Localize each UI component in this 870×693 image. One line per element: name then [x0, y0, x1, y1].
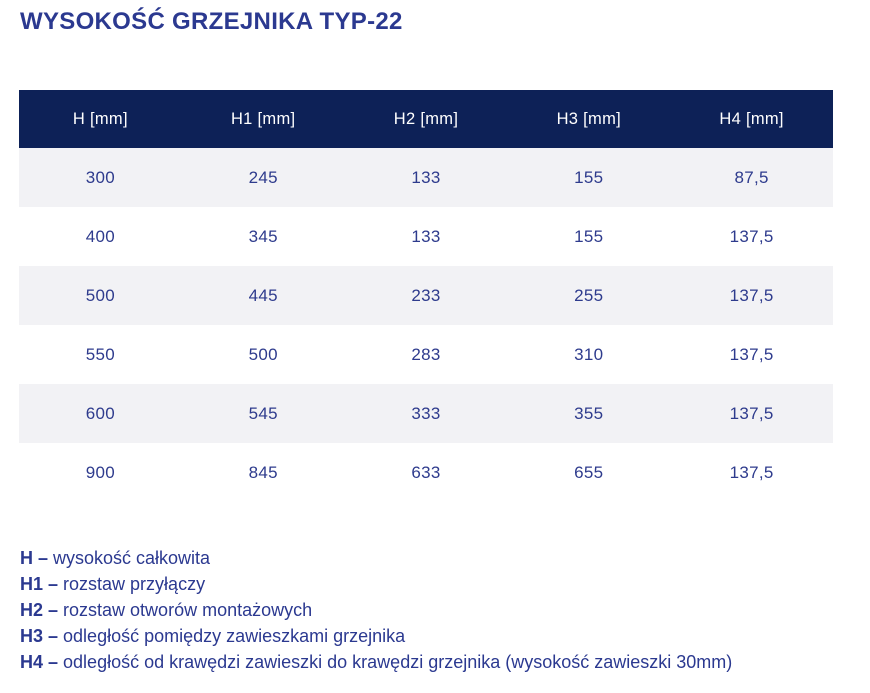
- table-row: 900 845 633 655 137,5: [19, 443, 833, 502]
- table-cell: 137,5: [670, 443, 833, 502]
- table-cell: 845: [181, 443, 345, 502]
- legend-description: rozstaw otworów montażowych: [63, 600, 313, 620]
- table-row: 600 545 333 355 137,5: [19, 384, 833, 443]
- table-cell: 137,5: [670, 384, 833, 443]
- table-cell: 310: [507, 325, 671, 384]
- table-row: 550 500 283 310 137,5: [19, 325, 833, 384]
- table-cell: 283: [344, 325, 508, 384]
- table-cell: 333: [344, 384, 508, 443]
- legend-item-h: H – wysokość całkowita: [20, 545, 860, 571]
- table-cell: 245: [181, 148, 345, 207]
- table-cell: 300: [19, 148, 182, 207]
- table-cell: 550: [19, 325, 182, 384]
- legend-description: wysokość całkowita: [53, 548, 211, 568]
- table-cell: 400: [19, 207, 182, 266]
- column-header-h3: H3 [mm]: [507, 90, 671, 148]
- table-cell: 600: [19, 384, 182, 443]
- table-cell: 500: [181, 325, 345, 384]
- table-row: 500 445 233 255 137,5: [19, 266, 833, 325]
- column-header-h1: H1 [mm]: [181, 90, 345, 148]
- legend-term: H4 –: [20, 652, 59, 672]
- page-title: WYSOKOŚĆ GRZEJNIKA TYP-22: [20, 8, 403, 35]
- column-header-h2: H2 [mm]: [344, 90, 508, 148]
- table-cell: 233: [344, 266, 508, 325]
- legend-description: odległość od krawędzi zawieszki do krawę…: [63, 652, 733, 672]
- legend-description: odległość pomiędzy zawieszkami grzejnika: [63, 626, 406, 646]
- table-cell: 545: [181, 384, 345, 443]
- table-cell: 155: [507, 207, 671, 266]
- column-header-h4: H4 [mm]: [670, 90, 833, 148]
- legend-term: H3 –: [20, 626, 59, 646]
- legend-term: H –: [20, 548, 49, 568]
- table-cell: 133: [344, 148, 508, 207]
- table-cell: 137,5: [670, 207, 833, 266]
- table-cell: 255: [507, 266, 671, 325]
- legend-item-h1: H1 – rozstaw przyłączy: [20, 571, 860, 597]
- legend-item-h3: H3 – odległość pomiędzy zawieszkami grzej…: [20, 623, 860, 649]
- legend: H – wysokość całkowita H1 – rozstaw przyłą…: [20, 545, 860, 675]
- legend-term: H1 –: [20, 574, 59, 594]
- column-header-h: H [mm]: [19, 90, 182, 148]
- table-cell: 133: [344, 207, 508, 266]
- table-cell: 445: [181, 266, 345, 325]
- legend-description: rozstaw przyłączy: [63, 574, 206, 594]
- table-cell: 655: [507, 443, 671, 502]
- legend-item-h4: H4 – odległość od krawędzi zawieszki do k…: [20, 649, 860, 675]
- table-cell: 155: [507, 148, 671, 207]
- legend-term: H2 –: [20, 600, 59, 620]
- table-cell: 137,5: [670, 266, 833, 325]
- table-cell: 355: [507, 384, 671, 443]
- legend-item-h2: H2 – rozstaw otworów montażowych: [20, 597, 860, 623]
- table-header-row: H [mm] H1 [mm] H2 [mm] H3 [mm] H4 [mm]: [19, 90, 833, 148]
- table-row: 400 345 133 155 137,5: [19, 207, 833, 266]
- table-cell: 633: [344, 443, 508, 502]
- table-cell: 87,5: [670, 148, 833, 207]
- table-cell: 900: [19, 443, 182, 502]
- table-row: 300 245 133 155 87,5: [19, 148, 833, 207]
- table-cell: 137,5: [670, 325, 833, 384]
- spec-table: H [mm] H1 [mm] H2 [mm] H3 [mm] H4 [mm] 3…: [19, 90, 833, 502]
- table-cell: 500: [19, 266, 182, 325]
- table-cell: 345: [181, 207, 345, 266]
